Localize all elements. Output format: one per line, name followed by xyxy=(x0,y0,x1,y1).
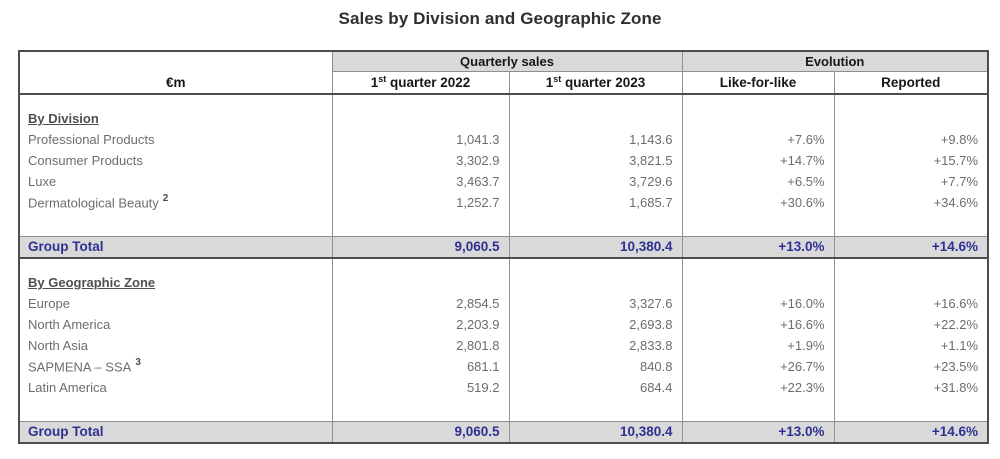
header-like-for-like: Like-for-like xyxy=(681,71,835,95)
table-row: Professional Products 1,041.3 1,143.6 +7… xyxy=(18,129,989,150)
value-q1-2023: 1,685.7 xyxy=(508,192,683,213)
row-label: SAPMENA – SSA 3 xyxy=(18,356,333,377)
spacer-row xyxy=(18,398,989,421)
value-q1-2022: 2,203.9 xyxy=(331,314,510,335)
value-like-for-like: +22.3% xyxy=(681,377,835,398)
value-q1-2023: 2,833.8 xyxy=(508,335,683,356)
header-group-row: Quarterly sales Evolution xyxy=(18,51,989,72)
value-reported: +34.6% xyxy=(833,192,989,213)
value-q1-2023: 1,143.6 xyxy=(508,129,683,150)
value-q1-2022: 3,463.7 xyxy=(331,171,510,192)
header-unit: €m xyxy=(18,71,333,95)
value-reported: +16.6% xyxy=(833,293,989,314)
section-heading-division: By Division xyxy=(18,108,989,129)
row-label: Dermatological Beauty 2 xyxy=(18,192,333,213)
spacer-row xyxy=(18,258,989,272)
superscript-st: st xyxy=(553,73,562,84)
value-q1-2022: 1,252.7 xyxy=(331,192,510,213)
section-heading-label: By Division xyxy=(28,111,99,126)
value-q1-2022: 2,854.5 xyxy=(331,293,510,314)
value-reported: +9.8% xyxy=(833,129,989,150)
header-corner-cell xyxy=(18,51,333,71)
row-label: North Asia xyxy=(18,335,333,356)
table-row: Luxe 3,463.7 3,729.6 +6.5% +7.7% xyxy=(18,171,989,192)
value-q1-2023: 684.4 xyxy=(508,377,683,398)
row-label: Luxe xyxy=(18,171,333,192)
value-like-for-like: +1.9% xyxy=(681,335,835,356)
footnote-ref: 2 xyxy=(162,193,169,205)
value-like-for-like: +7.6% xyxy=(681,129,835,150)
value-like-for-like: +26.7% xyxy=(681,356,835,377)
header-q1-2022: 1st quarter 2022 xyxy=(331,71,510,95)
header-evolution: Evolution xyxy=(681,51,989,72)
table-row: North America 2,203.9 2,693.8 +16.6% +22… xyxy=(18,314,989,335)
value-q1-2023: 840.8 xyxy=(508,356,683,377)
table-row: SAPMENA – SSA 3 681.1 840.8 +26.7% +23.5% xyxy=(18,356,989,377)
value-reported: +1.1% xyxy=(833,335,989,356)
group-total-row-division: Group Total 9,060.5 10,380.4 +13.0% +14.… xyxy=(18,235,989,259)
header-q1-2023: 1st quarter 2023 xyxy=(508,71,683,95)
value-q1-2023: 3,821.5 xyxy=(508,150,683,171)
value-q1-2022: 2,801.8 xyxy=(331,335,510,356)
page-title: Sales by Division and Geographic Zone xyxy=(338,9,662,28)
row-label: Latin America xyxy=(18,377,333,398)
value-q1-2022: 3,302.9 xyxy=(331,150,510,171)
table-row: Latin America 519.2 684.4 +22.3% +31.8% xyxy=(18,377,989,398)
section-heading-label: By Geographic Zone xyxy=(28,275,156,290)
value-q1-2023: 3,729.6 xyxy=(508,171,683,192)
value-q1-2022: 1,041.3 xyxy=(331,129,510,150)
value-q1-2023: 2,693.8 xyxy=(508,314,683,335)
value-like-for-like: +30.6% xyxy=(681,192,835,213)
section-heading-geographic-zone: By Geographic Zone xyxy=(18,272,989,293)
spacer-row xyxy=(18,213,989,236)
value-reported: +15.7% xyxy=(833,150,989,171)
table-row: Consumer Products 3,302.9 3,821.5 +14.7%… xyxy=(18,150,989,171)
total-q1-2022: 9,060.5 xyxy=(331,420,510,444)
value-reported: +22.2% xyxy=(833,314,989,335)
value-like-for-like: +16.6% xyxy=(681,314,835,335)
row-label: Europe xyxy=(18,293,333,314)
total-q1-2023: 10,380.4 xyxy=(508,235,683,259)
spacer-row xyxy=(18,94,989,108)
row-label: Consumer Products xyxy=(18,150,333,171)
value-like-for-like: +6.5% xyxy=(681,171,835,192)
group-total-row-geographic-zone: Group Total 9,060.5 10,380.4 +13.0% +14.… xyxy=(18,420,989,444)
total-reported: +14.6% xyxy=(833,235,989,259)
total-reported: +14.6% xyxy=(833,420,989,444)
value-like-for-like: +16.0% xyxy=(681,293,835,314)
superscript-st: st xyxy=(378,73,387,84)
value-like-for-like: +14.7% xyxy=(681,150,835,171)
total-like-for-like: +13.0% xyxy=(681,420,835,444)
value-q1-2023: 3,327.6 xyxy=(508,293,683,314)
header-reported: Reported xyxy=(833,71,989,95)
total-q1-2022: 9,060.5 xyxy=(331,235,510,259)
footnote-ref: 3 xyxy=(135,357,141,369)
table-row: North Asia 2,801.8 2,833.8 +1.9% +1.1% xyxy=(18,335,989,356)
value-q1-2022: 681.1 xyxy=(331,356,510,377)
value-reported: +7.7% xyxy=(833,171,989,192)
header-quarterly-sales: Quarterly sales xyxy=(331,51,683,72)
value-reported: +31.8% xyxy=(833,377,989,398)
sales-table: Quarterly sales Evolution €m 1st quarter… xyxy=(18,50,990,444)
group-total-label: Group Total xyxy=(18,235,333,259)
header-columns-row: €m 1st quarter 2022 1st quarter 2023 Lik… xyxy=(18,71,989,95)
total-q1-2023: 10,380.4 xyxy=(508,420,683,444)
total-like-for-like: +13.0% xyxy=(681,235,835,259)
group-total-label: Group Total xyxy=(18,420,333,444)
table-row: Europe 2,854.5 3,327.6 +16.0% +16.6% xyxy=(18,293,989,314)
table-row: Dermatological Beauty 2 1,252.7 1,685.7 +… xyxy=(18,192,989,213)
value-reported: +23.5% xyxy=(833,356,989,377)
row-label: Professional Products xyxy=(18,129,333,150)
value-q1-2022: 519.2 xyxy=(331,377,510,398)
row-label: North America xyxy=(18,314,333,335)
